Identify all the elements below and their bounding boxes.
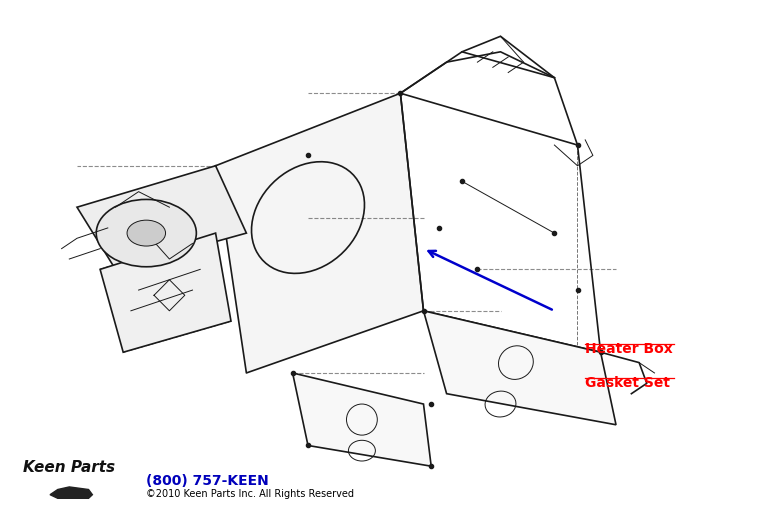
Polygon shape	[293, 373, 431, 466]
Text: Keen Parts: Keen Parts	[23, 461, 115, 476]
Circle shape	[96, 199, 196, 267]
Text: Heater Box: Heater Box	[585, 342, 673, 356]
Polygon shape	[77, 166, 246, 269]
Polygon shape	[50, 487, 92, 498]
Text: ©2010 Keen Parts Inc. All Rights Reserved: ©2010 Keen Parts Inc. All Rights Reserve…	[146, 490, 354, 499]
Polygon shape	[100, 233, 231, 352]
Polygon shape	[424, 311, 616, 425]
Text: Gasket Set: Gasket Set	[585, 376, 670, 390]
Polygon shape	[216, 93, 424, 373]
Circle shape	[127, 220, 166, 246]
Text: (800) 757-KEEN: (800) 757-KEEN	[146, 474, 269, 488]
